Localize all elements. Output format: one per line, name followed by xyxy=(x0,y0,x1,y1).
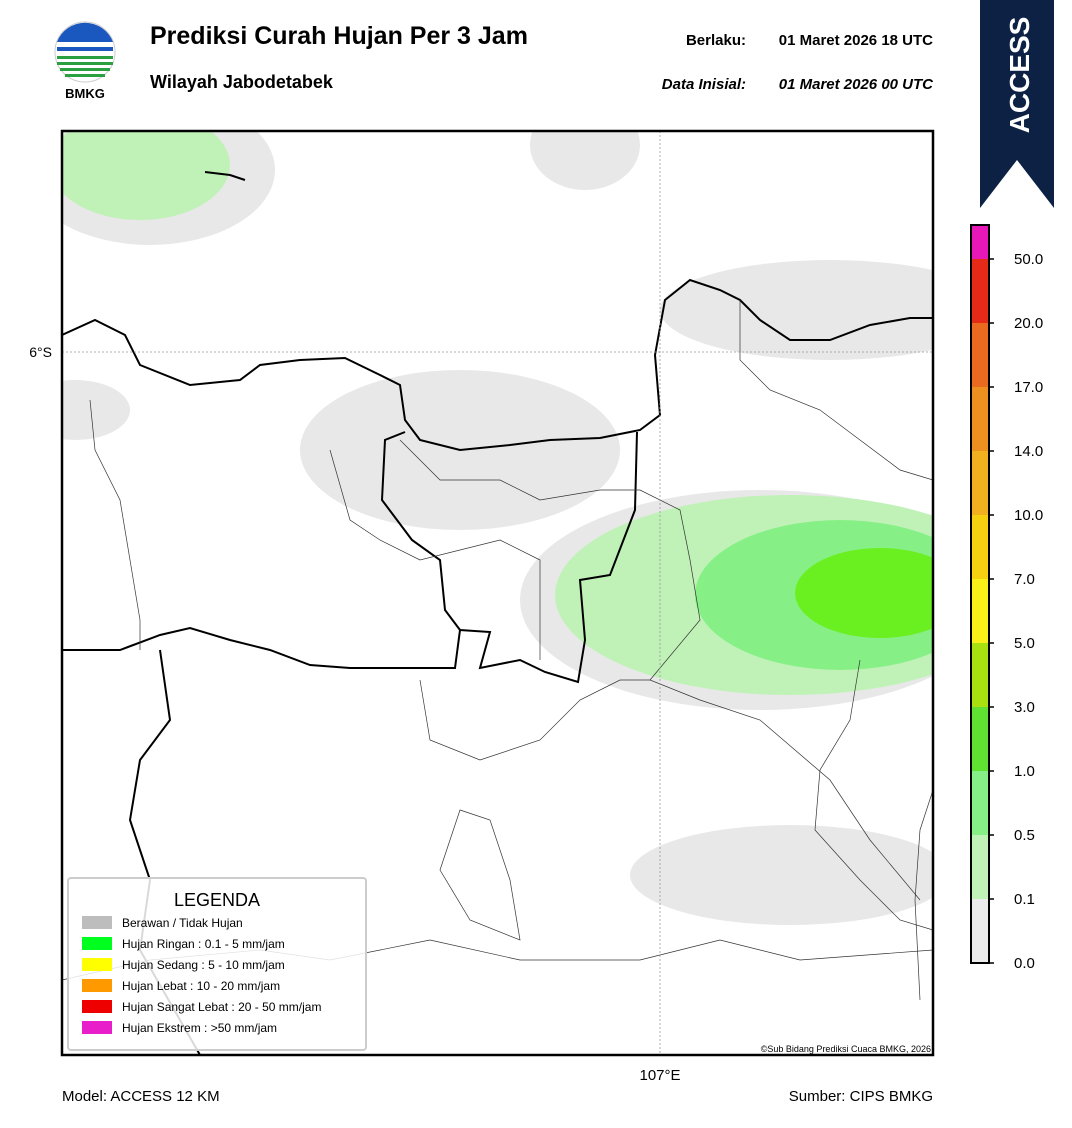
colorbar-band xyxy=(971,387,989,451)
credit: ©Sub Bidang Prediksi Cuaca BMKG, 2026 xyxy=(761,1044,931,1054)
bmkg-logo: BMKG xyxy=(54,21,116,101)
colorbar-band xyxy=(971,771,989,835)
legend-label: Hujan Lebat : 10 - 20 mm/jam xyxy=(122,979,280,993)
colorbar-label: 0.0 xyxy=(1014,955,1035,972)
legend-swatch xyxy=(82,1000,112,1013)
legend-swatch xyxy=(82,916,112,929)
colorbar-label: 17.0 xyxy=(1014,379,1043,396)
colorbar-band xyxy=(971,323,989,387)
legend-swatch xyxy=(82,958,112,971)
model-badge: ACCESS xyxy=(980,0,1054,208)
colorbar-label: 10.0 xyxy=(1014,507,1043,524)
map-frame xyxy=(60,129,935,1057)
legend-swatch xyxy=(82,937,112,950)
legend-swatch xyxy=(82,979,112,992)
valid-label: Berlaku: xyxy=(686,32,746,49)
init-time: 01 Maret 2026 00 UTC xyxy=(779,76,934,93)
colorbar-label: 1.0 xyxy=(1014,763,1035,780)
legend-label: Berawan / Tidak Hujan xyxy=(122,916,243,930)
colorbar-label: 3.0 xyxy=(1014,699,1035,716)
lat-label: 6°S xyxy=(29,344,52,360)
colorbar-label: 20.0 xyxy=(1014,315,1043,332)
colorbar-band xyxy=(971,707,989,771)
colorbar-frame xyxy=(970,224,990,964)
colorbar-band xyxy=(971,579,989,643)
colorbar-label: 0.1 xyxy=(1014,891,1035,908)
logo-text: BMKG xyxy=(65,86,105,101)
colorbar-label: 0.5 xyxy=(1014,827,1035,844)
legend-label: Hujan Ekstrem : >50 mm/jam xyxy=(122,1021,277,1035)
legend-label: Hujan Ringan : 0.1 - 5 mm/jam xyxy=(122,937,285,951)
colorbar-band xyxy=(971,515,989,579)
subtitle: Wilayah Jabodetabek xyxy=(150,72,334,92)
legend-label: Hujan Sedang : 5 - 10 mm/jam xyxy=(122,958,285,972)
init-label: Data Inisial: xyxy=(662,76,746,93)
legend-swatch xyxy=(82,1021,112,1034)
legend: LEGENDA Berawan / Tidak Hujan Hujan Ringa… xyxy=(67,877,367,1051)
title: Prediksi Curah Hujan Per 3 Jam xyxy=(150,22,528,50)
colorbar-label: 14.0 xyxy=(1014,443,1043,460)
legend-title: LEGENDA xyxy=(174,890,260,910)
colorbar-band xyxy=(971,899,989,963)
map-area xyxy=(62,131,933,1055)
colorbar-label: 7.0 xyxy=(1014,571,1035,588)
lon-label: 107°E xyxy=(639,1067,680,1084)
colorbar-band xyxy=(971,451,989,515)
colorbar: 0.0 0.1 0.5 1.0 3.0 5.0 7.0 10.0 14.0 17.0 20.0 50.… xyxy=(970,224,1043,972)
colorbar-label: 5.0 xyxy=(1014,635,1035,652)
colorbar-band xyxy=(971,835,989,899)
valid-time: 01 Maret 2026 18 UTC xyxy=(779,32,933,49)
footer-source: Sumber: CIPS BMKG xyxy=(789,1088,933,1105)
footer-model: Model: ACCESS 12 KM xyxy=(62,1088,220,1105)
colorbar-band xyxy=(971,259,989,323)
badge-text: ACCESS xyxy=(1004,17,1035,134)
colorbar-band xyxy=(971,225,989,259)
colorbar-band xyxy=(971,643,989,707)
colorbar-label: 50.0 xyxy=(1014,251,1043,268)
legend-label: Hujan Sangat Lebat : 20 - 50 mm/jam xyxy=(122,1000,321,1014)
